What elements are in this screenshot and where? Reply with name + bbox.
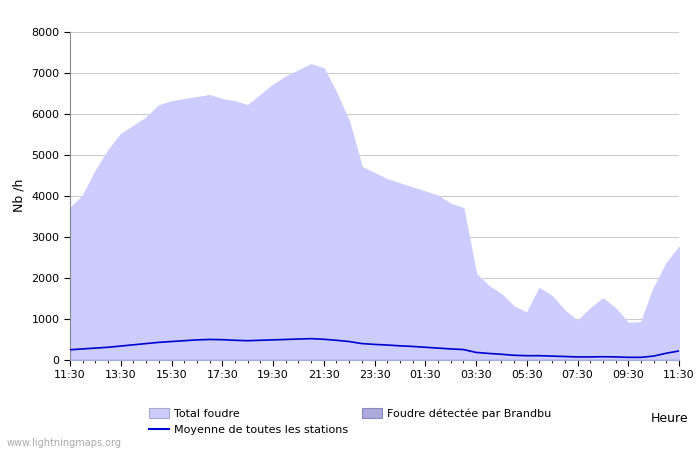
Y-axis label: Nb /h: Nb /h (13, 179, 26, 212)
Text: www.lightningmaps.org: www.lightningmaps.org (7, 438, 122, 448)
Text: Heure: Heure (651, 412, 689, 425)
Legend: Total foudre, Moyenne de toutes les stations, Foudre détectée par Brandbu: Total foudre, Moyenne de toutes les stat… (148, 408, 552, 435)
